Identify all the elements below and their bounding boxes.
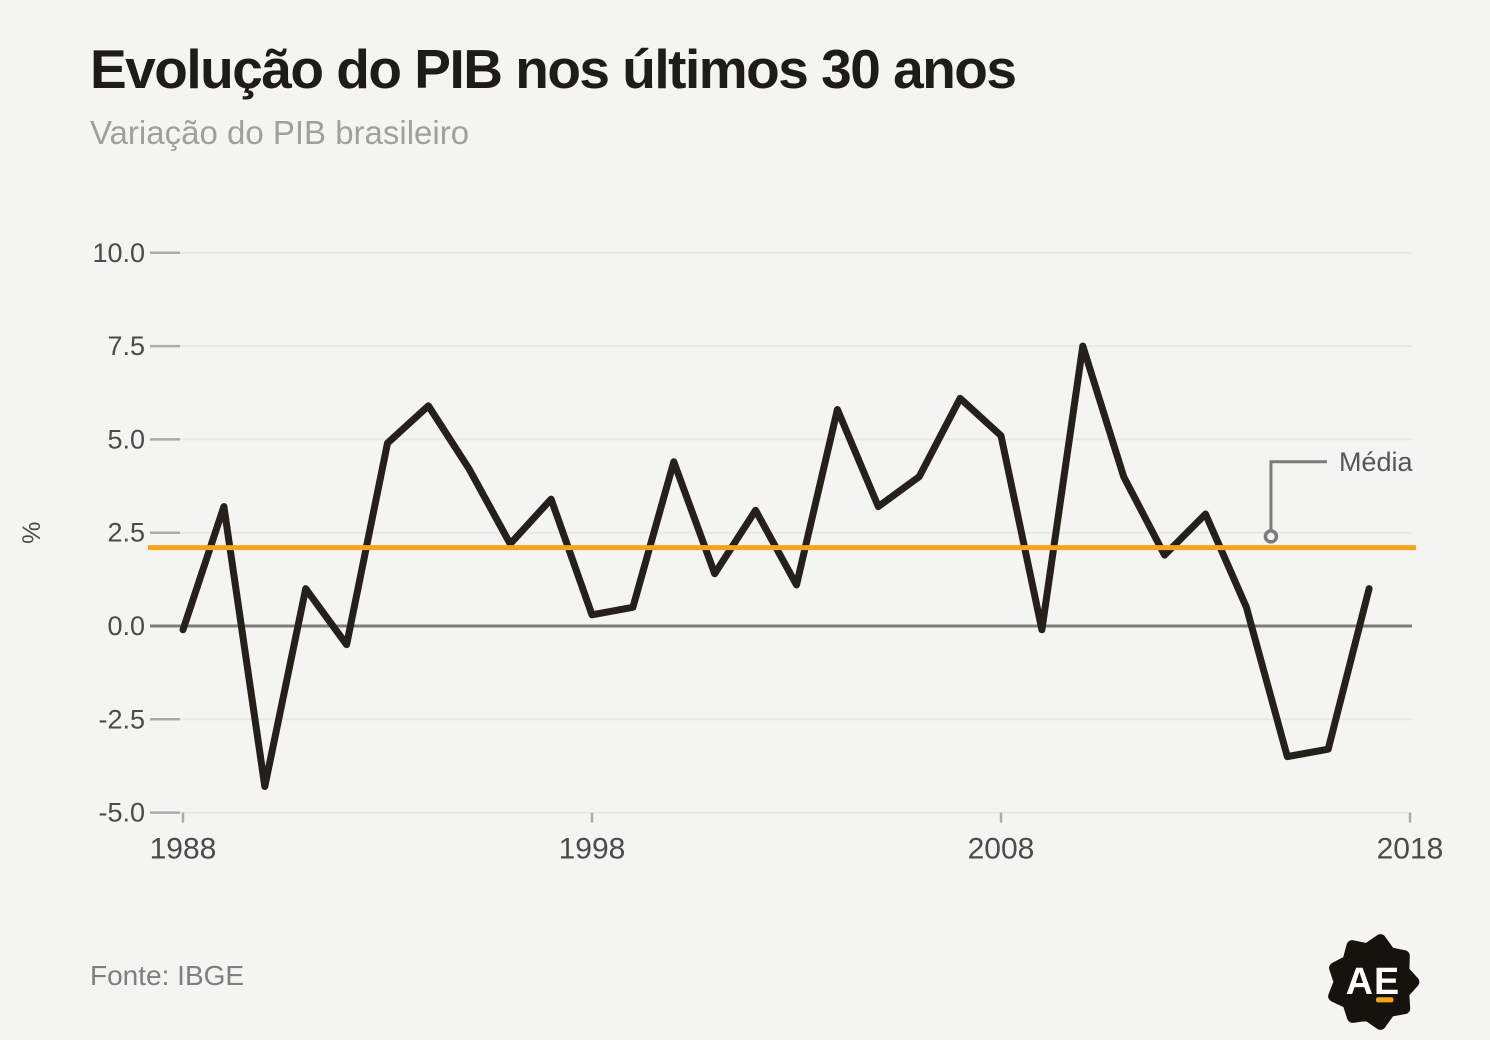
x-tick-label: 1988	[150, 833, 217, 866]
x-tick-label: 2008	[968, 833, 1035, 866]
x-tick-label: 2018	[1377, 833, 1444, 866]
y-tick-label: 0.0	[107, 611, 145, 641]
y-tick-label: 7.5	[107, 331, 145, 361]
gdp-line	[179, 342, 1373, 790]
y-tick-label: -2.5	[98, 704, 145, 734]
y-axis-unit-label: %	[18, 522, 46, 544]
ae-logo-letters: AE	[1346, 960, 1400, 1002]
y-tick-label: 5.0	[107, 424, 145, 454]
x-tick-label: 1998	[559, 833, 626, 866]
chart-title: Evolução do PIB nos últimos 30 anos	[90, 38, 1017, 100]
y-tick-label: 2.5	[107, 518, 145, 548]
ae-logo: AE	[1328, 934, 1420, 1030]
y-tick-label: -5.0	[98, 798, 145, 828]
annotation-elbow-line	[1269, 460, 1327, 531]
chart-subtitle: Variação do PIB brasileiro	[90, 114, 470, 151]
media-annotation-label: Média	[1339, 447, 1414, 477]
source-note: Fonte: IBGE	[90, 960, 245, 991]
ae-logo-splat	[1328, 934, 1420, 1030]
annotation-marker	[1263, 529, 1279, 544]
y-tick-label: 10.0	[92, 238, 145, 268]
ae-logo-orange-dash	[1376, 997, 1394, 1003]
